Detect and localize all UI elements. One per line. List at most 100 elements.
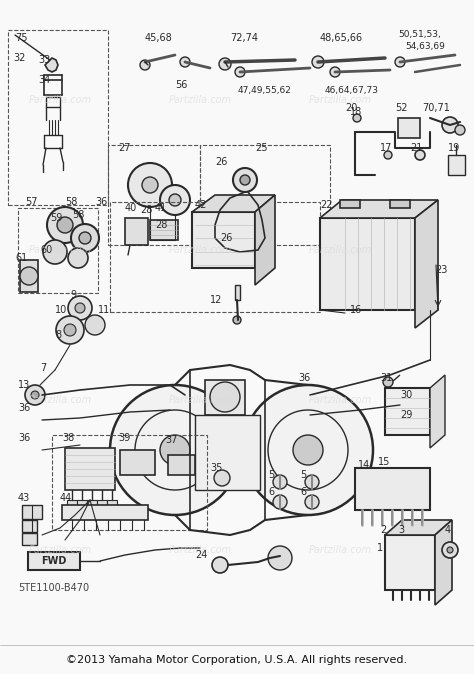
Circle shape bbox=[180, 57, 190, 67]
Text: Partzilla.com: Partzilla.com bbox=[28, 245, 91, 255]
Text: 6: 6 bbox=[300, 487, 306, 497]
Text: 25: 25 bbox=[255, 143, 267, 153]
Circle shape bbox=[160, 185, 190, 215]
Text: 26: 26 bbox=[215, 157, 228, 167]
Polygon shape bbox=[430, 375, 445, 448]
Text: 8: 8 bbox=[55, 330, 61, 340]
Text: 70,71: 70,71 bbox=[422, 103, 450, 113]
Text: 35: 35 bbox=[210, 463, 222, 473]
Text: 6: 6 bbox=[268, 487, 274, 497]
Circle shape bbox=[68, 248, 88, 268]
Circle shape bbox=[447, 547, 453, 553]
Circle shape bbox=[442, 117, 458, 133]
Circle shape bbox=[305, 475, 319, 489]
Circle shape bbox=[140, 60, 150, 70]
Circle shape bbox=[43, 240, 67, 264]
Bar bbox=[97, 500, 107, 512]
Polygon shape bbox=[385, 388, 430, 435]
Text: 40: 40 bbox=[125, 203, 137, 213]
Text: 34: 34 bbox=[38, 75, 50, 85]
Circle shape bbox=[243, 385, 373, 515]
Polygon shape bbox=[385, 535, 435, 590]
Polygon shape bbox=[235, 285, 240, 300]
Bar bbox=[20, 260, 38, 292]
Text: 46,64,67,73: 46,64,67,73 bbox=[325, 86, 379, 94]
Text: 58: 58 bbox=[65, 197, 77, 207]
Circle shape bbox=[293, 435, 323, 465]
Text: 59: 59 bbox=[50, 213, 63, 223]
Bar bbox=[108, 145, 200, 245]
Polygon shape bbox=[320, 200, 438, 218]
Text: 58: 58 bbox=[72, 210, 84, 220]
Text: 22: 22 bbox=[320, 200, 332, 210]
Circle shape bbox=[273, 495, 287, 509]
Text: 61: 61 bbox=[15, 253, 27, 263]
Text: 33: 33 bbox=[38, 55, 50, 65]
Text: 1: 1 bbox=[377, 543, 383, 553]
Circle shape bbox=[169, 194, 181, 206]
Text: 18: 18 bbox=[350, 107, 362, 117]
Circle shape bbox=[312, 56, 324, 68]
Text: Partzilla.com: Partzilla.com bbox=[168, 245, 232, 255]
Bar bbox=[77, 500, 87, 512]
Polygon shape bbox=[415, 200, 438, 328]
Text: 29: 29 bbox=[400, 410, 412, 420]
Bar bbox=[22, 520, 37, 532]
Polygon shape bbox=[205, 380, 245, 415]
Polygon shape bbox=[150, 220, 178, 240]
Text: 36: 36 bbox=[298, 373, 310, 383]
Polygon shape bbox=[168, 455, 195, 475]
Circle shape bbox=[128, 163, 172, 207]
Circle shape bbox=[68, 296, 92, 320]
Text: 38: 38 bbox=[62, 433, 74, 443]
Text: 16: 16 bbox=[350, 305, 362, 315]
Polygon shape bbox=[192, 212, 255, 268]
Circle shape bbox=[455, 125, 465, 135]
Circle shape bbox=[210, 382, 240, 412]
Bar bbox=[52, 435, 207, 530]
Polygon shape bbox=[195, 415, 260, 490]
Polygon shape bbox=[385, 375, 400, 388]
Text: Partzilla.com: Partzilla.com bbox=[309, 545, 372, 555]
Bar bbox=[22, 505, 42, 519]
Circle shape bbox=[110, 385, 240, 515]
Text: 48,65,66: 48,65,66 bbox=[320, 33, 363, 43]
Circle shape bbox=[415, 150, 425, 160]
Text: 60: 60 bbox=[40, 245, 52, 255]
Text: 5: 5 bbox=[300, 470, 306, 480]
Bar bbox=[200, 145, 330, 245]
Circle shape bbox=[273, 475, 287, 489]
Text: 75: 75 bbox=[15, 33, 27, 43]
Text: 50,51,53,: 50,51,53, bbox=[398, 30, 441, 40]
Polygon shape bbox=[255, 195, 275, 285]
Text: 36: 36 bbox=[95, 197, 107, 207]
Circle shape bbox=[233, 168, 257, 192]
Text: 31: 31 bbox=[380, 373, 392, 383]
Text: 12: 12 bbox=[210, 295, 222, 305]
Polygon shape bbox=[385, 520, 452, 535]
Polygon shape bbox=[355, 468, 430, 510]
Text: 42: 42 bbox=[195, 200, 207, 210]
Text: 2: 2 bbox=[380, 525, 386, 535]
Text: 27: 27 bbox=[118, 143, 130, 153]
Text: Partzilla.com: Partzilla.com bbox=[28, 545, 91, 555]
Circle shape bbox=[71, 224, 99, 252]
Circle shape bbox=[235, 67, 245, 77]
Text: 32: 32 bbox=[13, 53, 26, 63]
Circle shape bbox=[25, 385, 45, 405]
Text: Partzilla.com: Partzilla.com bbox=[168, 95, 232, 105]
Text: 37: 37 bbox=[165, 435, 177, 445]
Text: FWD: FWD bbox=[41, 556, 67, 566]
Text: 72,74: 72,74 bbox=[230, 33, 258, 43]
Text: 21: 21 bbox=[410, 143, 422, 153]
Circle shape bbox=[240, 175, 250, 185]
Text: 26: 26 bbox=[220, 233, 232, 243]
Text: 19: 19 bbox=[448, 143, 460, 153]
Polygon shape bbox=[448, 155, 465, 175]
Bar bbox=[87, 500, 97, 512]
Circle shape bbox=[212, 557, 228, 573]
Polygon shape bbox=[65, 448, 115, 490]
Text: 56: 56 bbox=[175, 80, 187, 90]
Bar bbox=[8, 30, 108, 205]
Text: 20: 20 bbox=[345, 103, 357, 113]
